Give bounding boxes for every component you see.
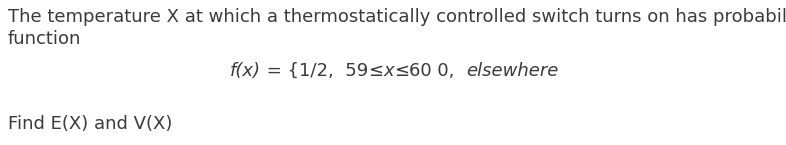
Text: f(x): f(x) — [230, 62, 261, 80]
Text: ≤: ≤ — [394, 62, 410, 80]
Text: = {1/2,  59: = {1/2, 59 — [261, 62, 369, 80]
Text: Find E(X) and V(X): Find E(X) and V(X) — [8, 115, 172, 133]
Text: 60 0,: 60 0, — [410, 62, 466, 80]
Text: function: function — [8, 30, 82, 48]
Text: x: x — [384, 62, 394, 80]
Text: elsewhere: elsewhere — [466, 62, 558, 80]
Text: The temperature X at which a thermostatically controlled switch turns on has pro: The temperature X at which a thermostati… — [8, 8, 786, 26]
Text: ≤: ≤ — [369, 62, 384, 80]
